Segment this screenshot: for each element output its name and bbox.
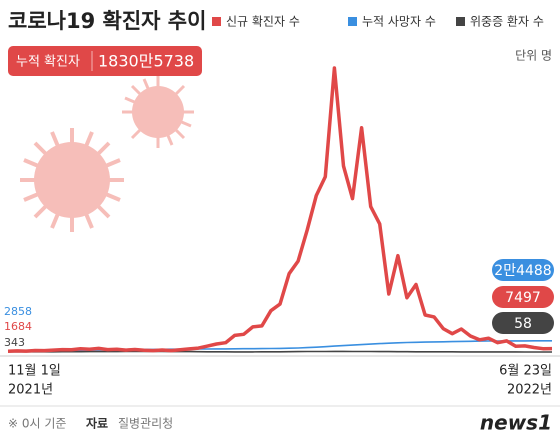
end-label-pill — [492, 259, 554, 281]
start-label: 2858 — [4, 305, 32, 318]
logo: news1 — [480, 411, 552, 435]
legend-label: 누적 사망자 수 — [362, 15, 436, 29]
x-tick-label: 11월 1일 — [8, 364, 61, 379]
x-tick-label: 6월 23일 — [499, 364, 552, 379]
start-year: 2021년 — [8, 383, 53, 398]
series-line — [8, 350, 552, 353]
end-label-pill — [492, 312, 554, 334]
start-label: 343 — [4, 336, 25, 349]
chart-title: 코로나19 확진자 추이 — [8, 9, 206, 33]
source: 질병관리청 — [118, 417, 173, 431]
badge — [8, 46, 202, 76]
end-label: 2만4488 — [494, 263, 551, 279]
start-label: 1684 — [4, 320, 32, 333]
end-year: 2022년 — [507, 383, 552, 398]
unit: 단위 명 — [515, 49, 552, 63]
legend-swatch — [456, 17, 465, 26]
end-label-pill — [492, 286, 554, 308]
virus-decoration — [20, 76, 194, 232]
legend-label: 위중증 환자 수 — [470, 15, 544, 29]
source-label: 자료 — [86, 416, 108, 431]
legend-swatch — [212, 17, 221, 26]
badge-label: 누적 확진자 — [16, 55, 80, 70]
legend-label: 신규 확진자 수 — [226, 15, 300, 29]
end-label: 58 — [514, 316, 532, 332]
note: ※ 0시 기준 — [8, 417, 66, 431]
legend-swatch — [348, 17, 357, 26]
badge-value: 1830만5738 — [98, 52, 194, 71]
end-label: 7497 — [505, 290, 541, 306]
series-line — [7, 66, 553, 353]
